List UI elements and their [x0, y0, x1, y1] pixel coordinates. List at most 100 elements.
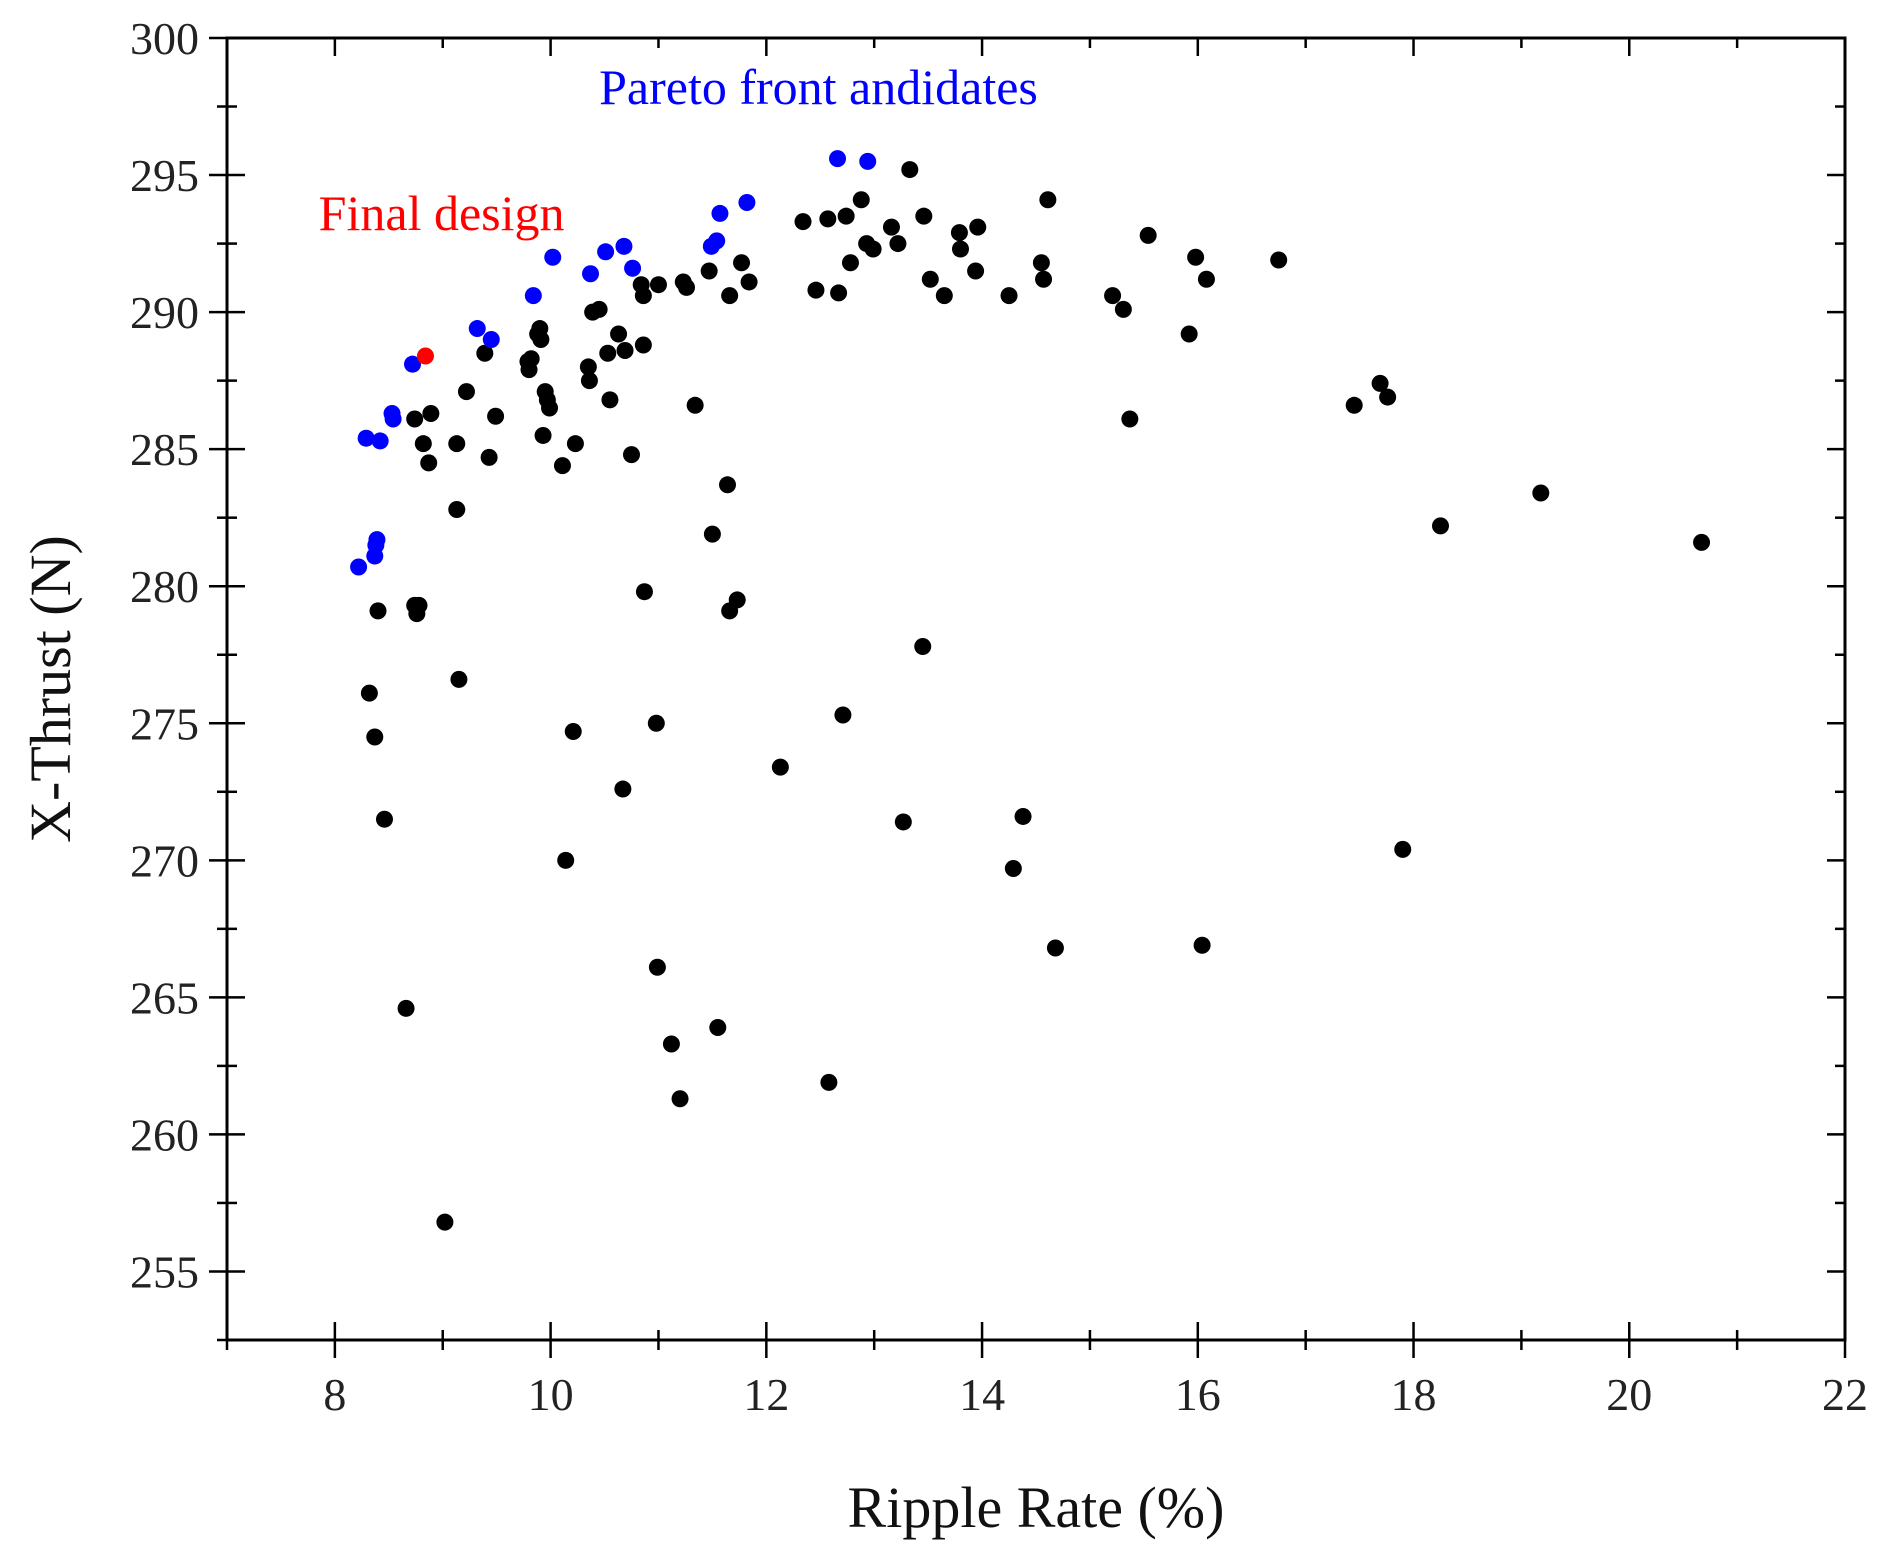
pareto-front-annotation: Pareto front andidates	[599, 59, 1038, 115]
candidate-point	[553, 457, 571, 475]
y-tick-label: 270	[130, 835, 199, 886]
candidate-point	[951, 240, 969, 258]
y-tick-label: 260	[130, 1109, 199, 1160]
candidate-point	[601, 391, 619, 409]
candidate-point	[794, 213, 812, 231]
candidate-point	[580, 372, 598, 390]
candidate-point	[1379, 388, 1397, 406]
x-tick-label: 10	[528, 1369, 574, 1420]
candidate-point	[921, 270, 939, 288]
candidate-point	[457, 383, 475, 401]
candidate-point	[541, 399, 559, 417]
candidate-point	[721, 287, 739, 305]
candidate-point	[1121, 410, 1139, 428]
candidate-point	[1139, 226, 1157, 244]
candidate-point	[894, 813, 912, 831]
candidate-point	[476, 344, 494, 362]
candidate-point	[397, 999, 415, 1017]
candidate-point	[819, 210, 837, 228]
candidate-point	[366, 728, 384, 746]
candidate-point	[422, 405, 440, 423]
pareto-point	[404, 355, 422, 373]
y-tick-label: 265	[130, 972, 199, 1023]
pareto-point	[468, 320, 486, 338]
candidate-point	[834, 706, 852, 724]
candidate-point	[1114, 300, 1132, 318]
final-design-annotation: Final design	[319, 185, 565, 241]
candidate-point	[719, 476, 737, 494]
candidate-point	[671, 1090, 689, 1108]
candidate-point	[532, 331, 550, 349]
pareto-point	[738, 193, 756, 211]
candidate-point	[579, 358, 597, 376]
candidate-point	[935, 287, 953, 305]
candidate-point	[1039, 191, 1057, 209]
candidate-point	[1046, 939, 1064, 957]
candidate-point	[807, 281, 825, 299]
candidate-point	[1004, 860, 1022, 878]
candidate-point	[448, 500, 466, 518]
pareto-point	[482, 331, 500, 349]
candidate-point	[406, 410, 424, 428]
candidate-point	[599, 344, 617, 362]
y-tick-label: 255	[130, 1246, 199, 1297]
candidate-point	[487, 407, 505, 425]
candidate-point	[901, 161, 919, 179]
plot-frame	[225, 36, 1847, 1342]
candidate-point	[841, 254, 859, 272]
y-tick-label: 290	[130, 287, 199, 338]
pareto-point	[859, 152, 877, 170]
candidate-point	[647, 714, 665, 732]
candidate-point	[566, 435, 584, 453]
candidate-point	[1270, 251, 1288, 269]
candidate-point	[369, 602, 387, 620]
pareto-point	[582, 265, 600, 283]
candidate-point	[771, 758, 789, 776]
candidate-point	[648, 958, 666, 976]
candidate-point	[623, 446, 640, 464]
pareto-point	[624, 259, 642, 277]
candidate-point	[522, 350, 540, 368]
candidate-point	[1432, 517, 1449, 535]
pareto-point	[615, 237, 633, 255]
candidate-point	[662, 1035, 680, 1053]
candidate-point	[1035, 270, 1053, 288]
pareto-point	[368, 531, 386, 549]
candidate-point	[686, 396, 704, 414]
candidate-point	[700, 262, 718, 280]
candidate-point	[882, 218, 900, 236]
candidate-point	[360, 684, 378, 702]
candidate-point	[852, 191, 870, 209]
candidate-point	[557, 851, 575, 869]
candidate-point	[480, 448, 498, 466]
candidate-point	[649, 276, 667, 294]
candidate-point	[969, 218, 987, 236]
candidate-point	[1000, 287, 1018, 305]
y-tick-label: 295	[130, 150, 199, 201]
candidate-point	[375, 810, 393, 828]
candidate-point	[1180, 325, 1198, 343]
candidate-point	[420, 454, 438, 472]
candidate-point	[1197, 270, 1215, 288]
x-tick-label: 18	[1391, 1369, 1437, 1420]
pareto-point	[708, 232, 726, 250]
candidate-point	[703, 525, 721, 543]
x-axis-title: Ripple Rate (%)	[848, 1475, 1225, 1540]
candidate-point	[728, 591, 746, 609]
candidate-point	[1371, 374, 1389, 392]
candidate-point	[410, 596, 428, 614]
candidate-point	[1032, 254, 1050, 272]
pareto-point	[829, 150, 847, 168]
candidate-point	[534, 426, 552, 444]
pareto-point	[383, 405, 401, 423]
candidate-point	[616, 341, 634, 359]
candidate-point	[450, 670, 468, 688]
candidate-point	[436, 1213, 454, 1231]
candidate-point	[1693, 533, 1711, 551]
candidate-point	[1193, 936, 1211, 954]
candidate-point	[709, 1019, 727, 1037]
candidate-point	[634, 336, 652, 354]
pareto-point	[371, 432, 389, 450]
candidate-point	[915, 207, 933, 225]
